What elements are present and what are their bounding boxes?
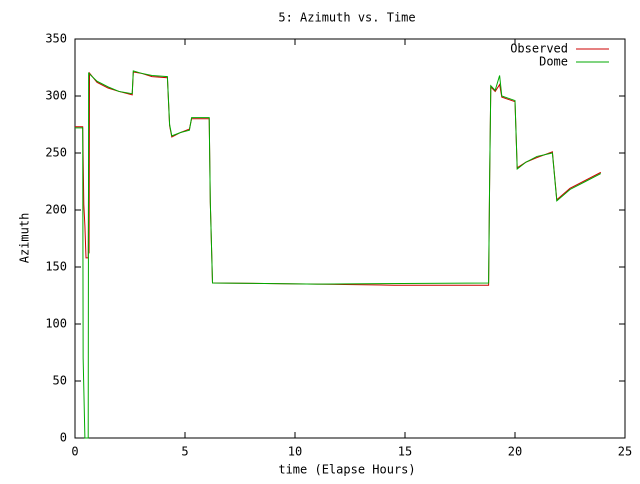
x-tick-label: 10 (288, 445, 302, 459)
plot-border (74, 38, 626, 439)
chart-title: 5: Azimuth vs. Time (278, 11, 415, 25)
x-tick-label: 15 (398, 445, 412, 459)
data-line (75, 71, 602, 286)
y-tick-label: 350 (45, 32, 67, 46)
y-tick-label: 50 (53, 374, 67, 388)
y-tick-label: 300 (45, 89, 67, 103)
x-tick-label: 5 (181, 445, 188, 459)
x-axis-label: time (Elapse Hours) (278, 463, 415, 477)
legend-label: Observed (510, 42, 568, 56)
y-tick-label: 0 (60, 431, 67, 445)
y-tick-label: 150 (45, 260, 67, 274)
y-axis-label: Azimuth (18, 213, 32, 264)
data-line (75, 70, 602, 439)
x-tick-label: 25 (618, 445, 632, 459)
x-tick-label: 0 (71, 445, 78, 459)
y-tick-label: 100 (45, 317, 67, 331)
y-tick-label: 200 (45, 203, 67, 217)
x-tick-label: 20 (508, 445, 522, 459)
legend-label: Dome (539, 55, 568, 69)
y-tick-label: 250 (45, 146, 67, 160)
